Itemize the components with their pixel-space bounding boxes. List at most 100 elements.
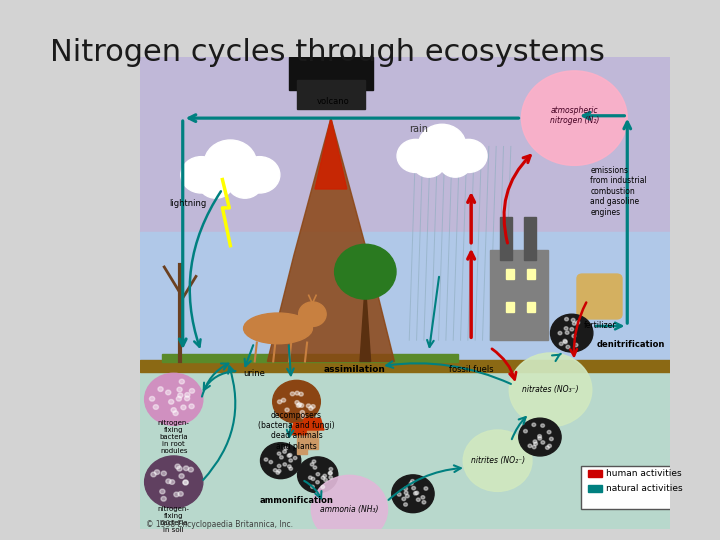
Circle shape — [295, 401, 300, 404]
Circle shape — [521, 71, 627, 165]
Circle shape — [564, 327, 568, 330]
Circle shape — [424, 487, 428, 490]
Circle shape — [335, 244, 396, 299]
Text: fertilizer: fertilizer — [583, 321, 616, 330]
Circle shape — [323, 474, 326, 477]
Circle shape — [558, 332, 562, 335]
Circle shape — [274, 469, 277, 472]
Circle shape — [564, 318, 569, 321]
Circle shape — [548, 444, 552, 448]
Text: nitrates (NO₃⁻): nitrates (NO₃⁻) — [522, 386, 579, 394]
Circle shape — [161, 496, 166, 501]
Circle shape — [404, 503, 408, 506]
Text: natural activities: natural activities — [606, 484, 683, 493]
Polygon shape — [360, 284, 371, 361]
Circle shape — [161, 471, 166, 476]
Circle shape — [576, 321, 580, 324]
Circle shape — [239, 157, 280, 193]
Circle shape — [301, 415, 305, 419]
Polygon shape — [297, 435, 307, 454]
Circle shape — [173, 411, 179, 416]
Circle shape — [534, 442, 538, 446]
Circle shape — [283, 450, 287, 453]
Text: atmospheric
nitrogen (N₂): atmospheric nitrogen (N₂) — [549, 106, 599, 125]
Circle shape — [439, 149, 471, 177]
Text: decomposers
(bacteria and fungi): decomposers (bacteria and fungi) — [258, 410, 335, 430]
Text: © 1998 Encyclopaedia Britannica, Inc.: © 1998 Encyclopaedia Britannica, Inc. — [145, 520, 293, 529]
Circle shape — [538, 435, 541, 438]
Circle shape — [310, 485, 314, 488]
Circle shape — [284, 447, 287, 450]
Circle shape — [311, 475, 387, 540]
Bar — [490, 251, 548, 340]
Circle shape — [313, 466, 317, 469]
Circle shape — [416, 498, 420, 502]
Circle shape — [204, 140, 256, 187]
Circle shape — [279, 456, 283, 459]
Polygon shape — [267, 118, 395, 361]
Bar — [588, 470, 603, 477]
Circle shape — [559, 342, 563, 346]
Circle shape — [150, 396, 155, 401]
Circle shape — [402, 497, 405, 501]
Circle shape — [277, 452, 281, 455]
Text: fossil fuels: fossil fuels — [449, 366, 493, 374]
Circle shape — [306, 404, 310, 408]
Text: human activities: human activities — [606, 469, 682, 478]
Bar — [505, 302, 514, 312]
Bar — [527, 302, 535, 312]
Circle shape — [177, 387, 182, 392]
Circle shape — [169, 480, 175, 484]
Circle shape — [261, 443, 301, 478]
Polygon shape — [301, 418, 324, 430]
Text: volcano: volcano — [318, 97, 350, 106]
Ellipse shape — [243, 313, 312, 344]
Circle shape — [269, 461, 273, 464]
Text: urine: urine — [243, 369, 265, 377]
Circle shape — [309, 407, 313, 410]
Bar — [140, 57, 670, 237]
Circle shape — [179, 379, 184, 384]
Circle shape — [166, 390, 171, 395]
Circle shape — [158, 387, 163, 392]
Circle shape — [174, 492, 179, 497]
Circle shape — [551, 314, 593, 352]
Bar — [500, 217, 512, 260]
Circle shape — [397, 139, 434, 172]
Circle shape — [283, 463, 287, 466]
Bar — [140, 364, 670, 529]
Circle shape — [308, 476, 312, 480]
Circle shape — [570, 328, 574, 331]
Circle shape — [541, 424, 544, 427]
Text: emissions
from industrial
combustion
and gasoline
engines: emissions from industrial combustion and… — [590, 166, 647, 217]
Text: nitrites (NO₂⁻): nitrites (NO₂⁻) — [471, 456, 525, 465]
Circle shape — [404, 487, 408, 490]
Circle shape — [178, 393, 183, 397]
Circle shape — [546, 446, 549, 449]
Circle shape — [277, 469, 281, 472]
Circle shape — [450, 139, 487, 172]
Circle shape — [293, 456, 297, 460]
Circle shape — [177, 467, 182, 471]
Circle shape — [528, 444, 532, 448]
Circle shape — [145, 456, 203, 508]
Circle shape — [198, 167, 233, 198]
FancyBboxPatch shape — [577, 274, 622, 319]
Circle shape — [295, 391, 300, 395]
Text: nitrogen-
fixing
bacteria
in soil: nitrogen- fixing bacteria in soil — [158, 507, 189, 534]
Circle shape — [287, 454, 291, 457]
Bar — [527, 269, 535, 279]
Circle shape — [185, 393, 190, 397]
Circle shape — [311, 404, 315, 408]
Circle shape — [228, 167, 262, 198]
Circle shape — [509, 353, 592, 427]
Text: assimilation: assimilation — [324, 366, 386, 374]
Circle shape — [329, 471, 333, 475]
Circle shape — [310, 463, 314, 466]
Circle shape — [276, 471, 279, 474]
Circle shape — [282, 399, 286, 402]
Circle shape — [409, 482, 413, 485]
Bar — [297, 80, 365, 109]
Circle shape — [549, 437, 553, 441]
Bar — [524, 217, 536, 260]
